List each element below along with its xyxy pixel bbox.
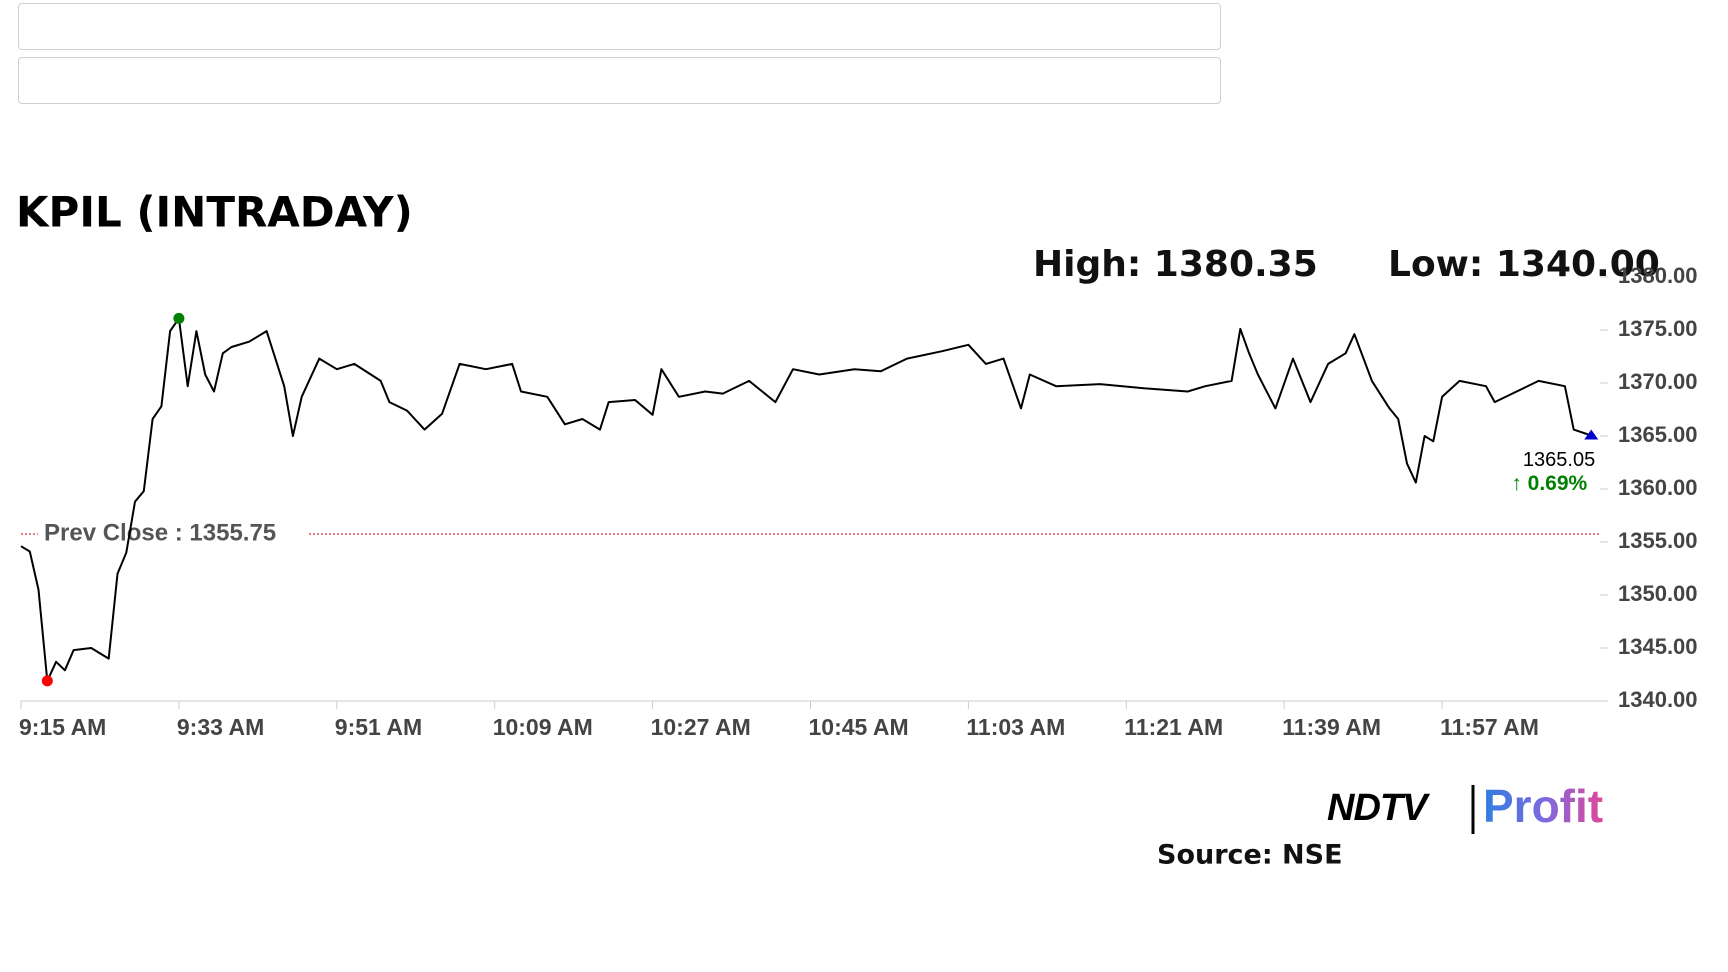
x-tick-label: 10:45 AM	[809, 714, 909, 740]
y-tick-label: 1365.00	[1618, 422, 1698, 447]
x-tick-label: 11:03 AM	[966, 714, 1065, 740]
last-marker	[1584, 429, 1599, 440]
low-marker	[41, 675, 53, 687]
low-label: Low: 1340.00	[1388, 244, 1660, 285]
x-tick-label: 11:21 AM	[1124, 714, 1223, 740]
price-line	[20, 317, 1592, 682]
high-label: High: 1380.35	[1033, 244, 1318, 285]
logo-ndtv: NDTV	[1327, 787, 1430, 829]
prev-close-bg	[38, 519, 308, 550]
source: Source: NSE	[1157, 840, 1343, 871]
y-tick-label: 1375.00	[1618, 316, 1698, 341]
y-tick-label: 1360.00	[1618, 475, 1698, 500]
x-tick-label: 9:51 AM	[335, 714, 422, 740]
input-box[interactable]	[18, 3, 1221, 50]
x-tick-label: 9:33 AM	[177, 714, 264, 740]
y-tick-label: 1345.00	[1618, 634, 1698, 659]
x-tick-label: 10:27 AM	[651, 714, 751, 740]
x-tick-label: 9:15 AM	[19, 714, 106, 740]
logo-profit: Profit	[1483, 780, 1603, 832]
x-tick-label: 11:39 AM	[1282, 714, 1381, 740]
last-price-label: 1365.05	[1523, 449, 1595, 471]
y-tick-label: 1380.00	[1618, 263, 1698, 288]
y-tick-label: 1350.00	[1618, 581, 1698, 606]
x-tick-label: 10:09 AM	[493, 714, 593, 740]
y-tick-label: 1340.00	[1618, 687, 1698, 712]
x-tick-label: 11:57 AM	[1440, 714, 1539, 740]
input-box[interactable]	[18, 57, 1221, 104]
y-tick-label: 1370.00	[1618, 369, 1698, 394]
chart-title: KPIL (INTRADAY)	[16, 188, 413, 237]
high-marker	[173, 312, 185, 324]
y-tick-label: 1355.00	[1618, 528, 1698, 553]
change-label: ↑ 0.69%	[1511, 472, 1587, 495]
prev-close-label: Prev Close : 1355.75	[44, 519, 276, 546]
